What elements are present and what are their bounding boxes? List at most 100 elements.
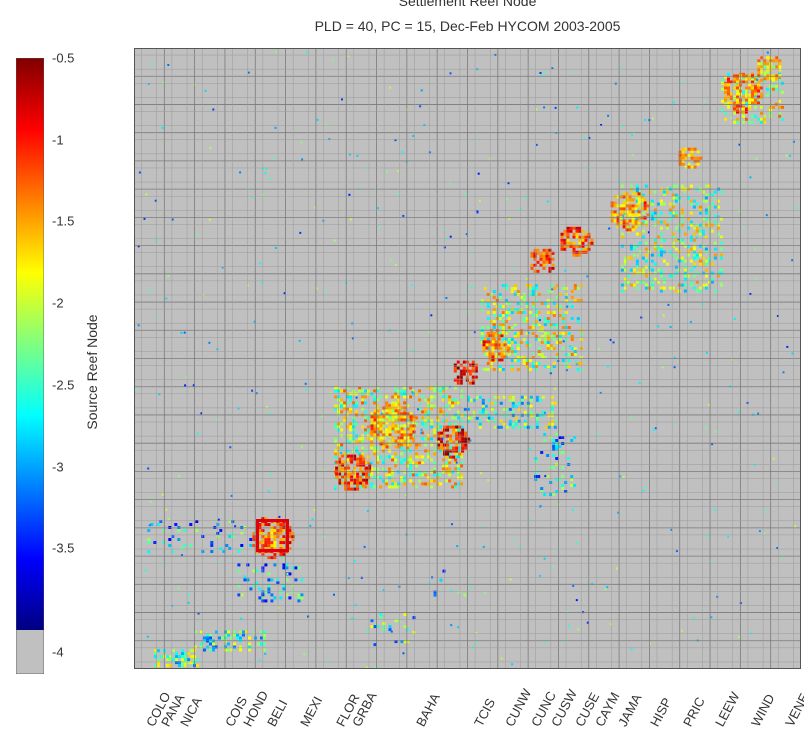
hotspot-cell [625, 210, 629, 214]
hotspot-cell [727, 80, 730, 84]
sparse-cell [267, 490, 270, 493]
matrix-cell [543, 335, 547, 338]
hotspot-cell [578, 241, 582, 245]
hotspot-cell [455, 431, 459, 435]
matrix-cell [513, 332, 517, 335]
sparse-cell [420, 428, 423, 431]
matrix-cell [498, 314, 502, 317]
matrix-cell [659, 268, 663, 272]
matrix-cell [561, 475, 565, 478]
matrix-cell [454, 452, 458, 456]
matrix-cell [406, 628, 410, 632]
matrix-cell [502, 422, 506, 426]
hotspot-cell [533, 257, 537, 261]
matrix-cell [713, 190, 717, 194]
hotspot-cell [388, 427, 392, 431]
sparse-cell [272, 158, 275, 161]
matrix-cell [367, 479, 371, 483]
matrix-cell [263, 636, 266, 640]
matrix-cell [671, 211, 675, 215]
matrix-cell [157, 664, 160, 668]
hotspot-cell [474, 369, 478, 373]
matrix-cell [510, 365, 514, 368]
matrix-cell [689, 184, 693, 188]
matrix-cell [166, 655, 169, 659]
sparse-cell [269, 411, 272, 414]
matrix-cell [541, 395, 545, 399]
hotspot-cell [341, 481, 345, 485]
matrix-cell [457, 590, 461, 594]
hotspot-cell [406, 412, 410, 416]
hotspot-cell [458, 425, 462, 429]
hotspot-cell [760, 65, 764, 69]
hotspot-cell [581, 244, 585, 248]
matrix-cell [230, 636, 233, 640]
matrix-cell [635, 196, 639, 200]
hotspot-cell [282, 529, 286, 533]
matrix-cell [457, 446, 461, 450]
matrix-cell [698, 253, 702, 257]
matrix-cell [653, 211, 657, 215]
matrix-cell [641, 193, 645, 197]
matrix-cell [421, 431, 425, 435]
matrix-cell [686, 250, 690, 254]
matrix-cell [172, 649, 175, 653]
hotspot-cell [409, 415, 413, 419]
sparse-cell [154, 238, 157, 241]
hotspot-cell [634, 204, 638, 208]
sparse-cell [482, 368, 484, 371]
matrix-cell [517, 419, 521, 423]
sparse-cell [447, 441, 450, 444]
hotspot-cell [482, 346, 486, 350]
matrix-cell [478, 422, 482, 426]
matrix-cell [543, 341, 547, 344]
hotspot-cell [690, 156, 694, 160]
sparse-cell [708, 403, 710, 406]
matrix-cell [638, 280, 642, 284]
hotspot-cell [344, 487, 348, 491]
x-tick-label: BELI [264, 697, 291, 730]
hotspot-cell [610, 210, 614, 214]
sparse-cell [644, 118, 647, 121]
sparse-cell [171, 218, 174, 221]
matrix-cell [448, 395, 452, 399]
sparse-cell [500, 657, 503, 660]
matrix-cell [457, 416, 461, 420]
matrix-cell [549, 347, 553, 350]
matrix-cell [564, 326, 568, 329]
matrix-cell [370, 446, 374, 450]
matrix-cell [632, 271, 636, 275]
hotspot-cell [452, 446, 456, 450]
matrix-cell [391, 395, 395, 399]
matrix-cell [689, 220, 693, 224]
matrix-cell [388, 455, 392, 459]
matrix-cell [334, 395, 338, 399]
sparse-cell [619, 475, 622, 478]
matrix-cell [724, 90, 727, 94]
matrix-cell [436, 425, 440, 429]
sparse-cell [280, 556, 283, 559]
matrix-cell [498, 323, 502, 326]
matrix-cell [373, 395, 377, 399]
sparse-cell [450, 624, 453, 627]
matrix-cell [707, 280, 711, 284]
matrix-cell [394, 461, 398, 465]
matrix-cell [550, 404, 554, 408]
matrix-cell [457, 449, 461, 453]
sparse-cell [283, 292, 286, 295]
matrix-cell [558, 332, 562, 335]
matrix-cell [704, 235, 708, 239]
matrix-cell [701, 199, 705, 203]
matrix-cell [457, 476, 461, 480]
matrix-cell [343, 416, 347, 420]
matrix-cell [499, 419, 503, 423]
matrix-cell [397, 455, 401, 459]
sparse-cell [147, 467, 150, 470]
hotspot-cell [772, 59, 776, 63]
sparse-cell [313, 509, 316, 512]
sparse-cell [196, 432, 199, 435]
hotspot-cell [724, 95, 727, 99]
sparse-cell [638, 381, 641, 384]
matrix-cell [373, 476, 377, 480]
matrix-cell [486, 368, 490, 371]
